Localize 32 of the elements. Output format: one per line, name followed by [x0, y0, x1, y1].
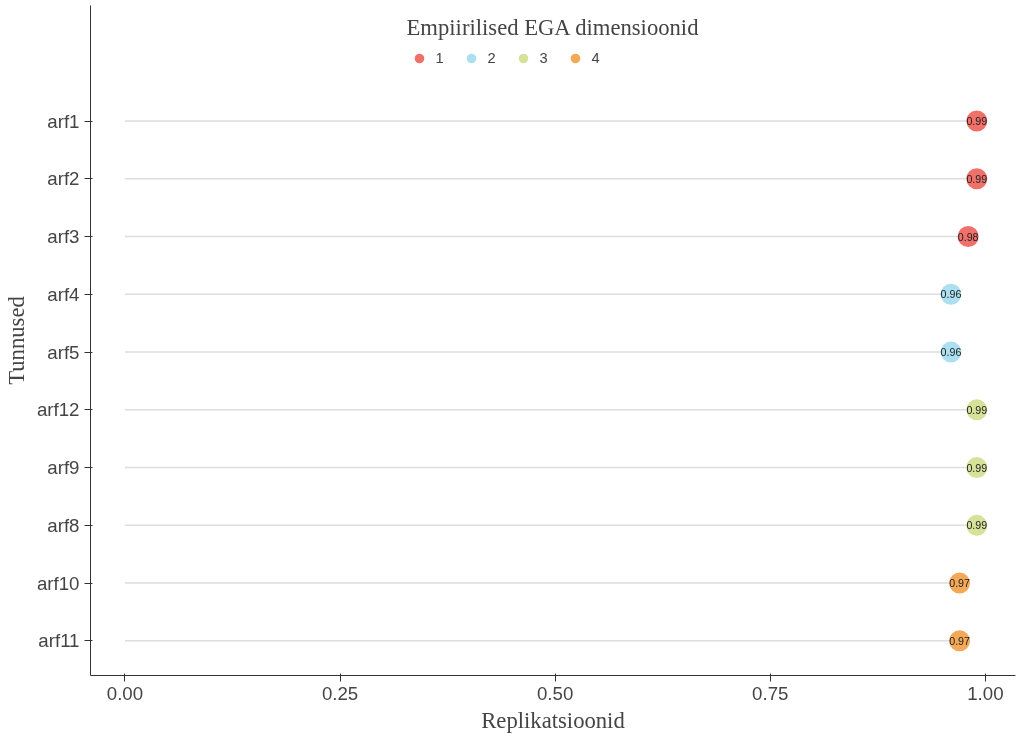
- data-label: 0.99: [966, 461, 988, 474]
- data-label: 0.97: [949, 577, 971, 590]
- legend-label: 1: [435, 50, 445, 66]
- y-tick-label: arf4: [47, 283, 80, 305]
- legend-title: Empiirilised EGA dimensioonid: [406, 15, 699, 41]
- y-tick-label: arf3: [47, 226, 80, 248]
- x-tick-label: 0.75: [752, 682, 789, 704]
- x-tick-label: 1.00: [967, 682, 1004, 704]
- y-tick-label: arf2: [47, 168, 80, 190]
- legend-label: 4: [591, 50, 601, 66]
- y-tick-label: arf12: [36, 399, 80, 421]
- y-tick-label: arf1: [47, 110, 80, 132]
- x-tick-label: 0.00: [106, 682, 144, 704]
- data-label: 0.99: [966, 115, 988, 128]
- data-label: 0.96: [940, 288, 962, 301]
- data-label: 0.99: [966, 172, 988, 185]
- data-label: 0.96: [940, 346, 962, 359]
- x-tick-label: 0.50: [537, 682, 574, 704]
- y-tick-label: arf5: [47, 341, 80, 363]
- data-label: 0.97: [949, 634, 971, 647]
- y-tick-label: arf8: [47, 514, 80, 536]
- x-tick-label: 0.25: [321, 682, 359, 704]
- x-axis-title: Replikatsioonid: [481, 707, 626, 733]
- y-tick-label: arf9: [47, 457, 80, 479]
- y-tick-label: arf11: [38, 630, 80, 652]
- legend-label: 3: [539, 50, 549, 66]
- y-tick-label: arf10: [36, 572, 80, 594]
- data-label: 0.98: [957, 230, 979, 243]
- data-label: 0.99: [966, 519, 988, 532]
- y-axis-title: Tunnused: [3, 295, 29, 385]
- legend-label: 2: [487, 50, 497, 66]
- data-label: 0.99: [966, 403, 988, 416]
